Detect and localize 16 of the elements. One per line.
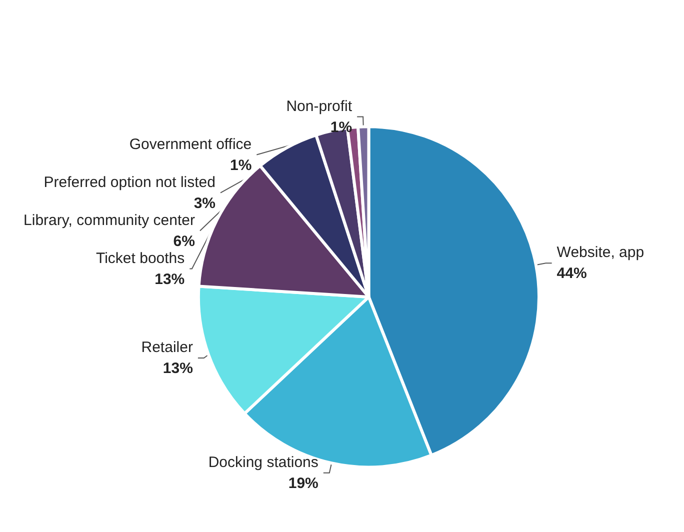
slice-label: Docking stations [208, 454, 318, 471]
data-label: 13% [162, 360, 193, 378]
slice-label: Preferred option not listed [44, 174, 216, 191]
data-label: 19% [288, 474, 318, 492]
data-label: 44% [556, 265, 587, 282]
slice-label: Non-profit [286, 98, 353, 115]
slice-label: Ticket booths [96, 250, 185, 267]
data-label: 1% [230, 156, 252, 174]
slice-label: Retailer [141, 339, 193, 356]
slice-label: Library, community center [24, 212, 195, 229]
data-label: 13% [154, 270, 185, 288]
data-label: 3% [194, 194, 216, 212]
slice-label: Website, app [556, 244, 644, 262]
data-label: 6% [173, 232, 195, 250]
data-label: 1% [330, 118, 352, 136]
slice-label: Government office [129, 136, 252, 153]
